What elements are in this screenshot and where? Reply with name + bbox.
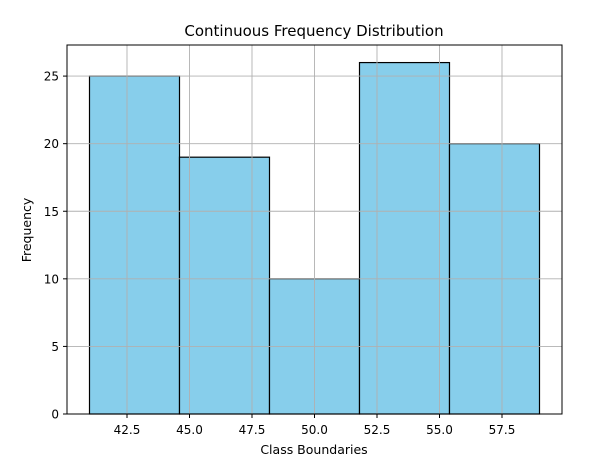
y-axis-label: Frequency [19,197,34,262]
y-tick-label: 25 [44,70,59,84]
y-tick-label: 20 [44,137,59,151]
x-tick-label: 52.5 [364,423,391,437]
y-tick-label: 5 [51,340,59,354]
y-tick-label: 0 [51,408,59,422]
histogram-bar [358,61,451,415]
x-tick-label: 45.0 [176,423,203,437]
x-axis-label: Class Boundaries [260,442,367,457]
histogram-bar [88,75,181,415]
x-tick-label: 55.0 [426,423,453,437]
x-tick-label: 42.5 [114,423,141,437]
x-tick-label: 47.5 [239,423,266,437]
chart-title: Continuous Frequency Distribution [184,22,443,40]
x-tick-label: 50.0 [301,423,328,437]
histogram-bar [178,156,271,415]
y-tick-label: 15 [44,205,59,219]
axis-ticks: 42.5 45.0 47.5 50.0 52.5 55.0 57.5 0 5 10 15 20 25 [44,70,516,437]
y-tick-label: 10 [44,272,59,286]
x-tick-label: 57.5 [489,423,516,437]
